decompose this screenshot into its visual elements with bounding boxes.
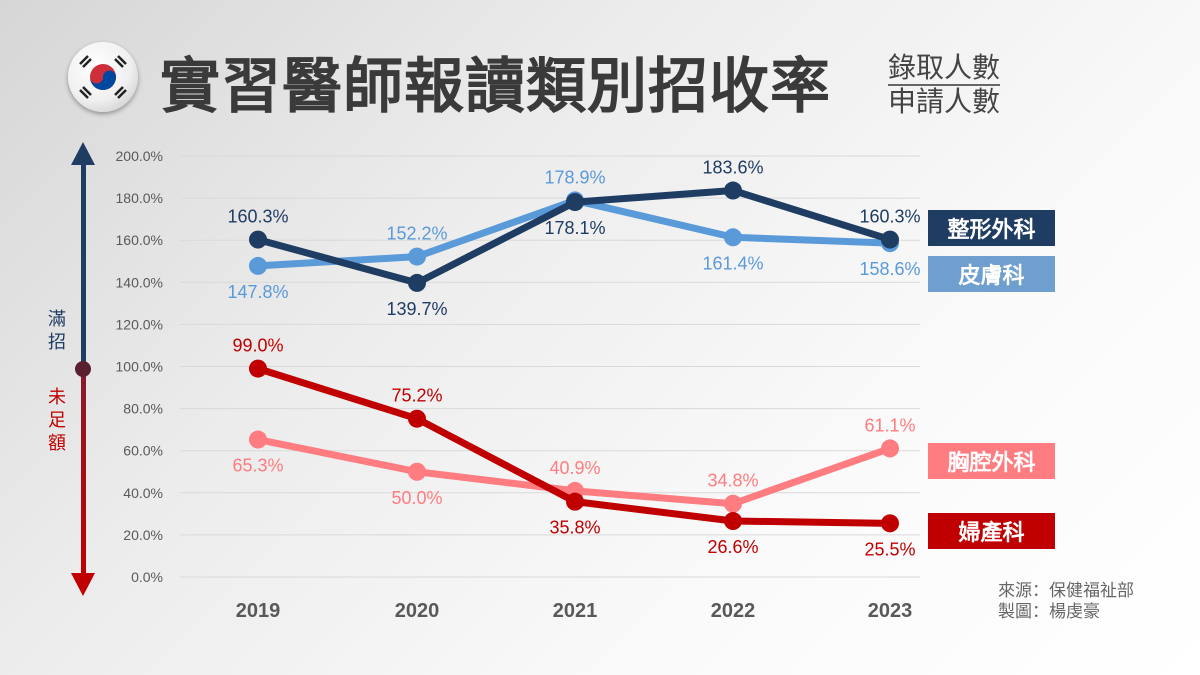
data-point [724, 228, 742, 247]
side-label-underfilled: 未足額 [48, 387, 66, 454]
data-point [566, 193, 584, 212]
y-tick-label: 80.0% [123, 401, 163, 417]
y-tick-label: 100.0% [116, 359, 163, 375]
x-tick-label: 2020 [395, 600, 440, 622]
series-3: 99.0% 75.2% 35.8% 26.6% 25.5% [232, 336, 915, 560]
data-point [408, 409, 426, 428]
data-label: 34.8% [707, 471, 758, 491]
x-tick-label: 2022 [711, 600, 756, 622]
ratio-formula: 錄取人數 申請人數 [888, 51, 1001, 118]
x-tick-label: 2019 [236, 600, 281, 622]
data-point [566, 492, 584, 511]
data-label: 61.1% [864, 415, 915, 435]
ratio-numerator: 錄取人數 [888, 51, 1001, 86]
data-point [881, 230, 899, 249]
data-point [249, 230, 267, 249]
y-tick-label: 140.0% [116, 274, 163, 290]
data-point [881, 439, 899, 458]
data-label: 160.3% [227, 207, 288, 227]
data-label: 160.3% [859, 207, 920, 227]
y-tick-label: 60.0% [123, 443, 163, 459]
legend-plastic-surgery: 整形外科 [928, 210, 1055, 246]
x-tick-label: 2023 [868, 600, 913, 622]
y-tick-label: 0.0% [131, 569, 163, 585]
y-tick-label: 160.0% [116, 232, 163, 248]
source-line: 來源：保健福祉部 [998, 581, 1134, 601]
data-point [408, 273, 426, 292]
data-label: 25.5% [864, 539, 915, 559]
data-label: 178.9% [544, 167, 605, 187]
data-point [724, 512, 742, 531]
ratio-denominator: 申請人數 [888, 85, 1001, 118]
series-0: 160.3% 139.7% 178.1% 183.6% 160.3% [227, 158, 920, 319]
data-label: 99.0% [232, 336, 283, 356]
data-label: 26.6% [707, 537, 758, 557]
data-label: 152.2% [386, 224, 447, 244]
data-label: 75.2% [391, 386, 442, 406]
y-tick-label: 200.0% [116, 148, 163, 164]
data-label: 50.0% [391, 488, 442, 508]
data-point [724, 181, 742, 200]
series-2: 65.3% 50.0% 40.9% 34.8% 61.1% [232, 415, 916, 513]
legend-thoracic-surgery: 胸腔外科 [928, 443, 1055, 479]
data-label: 161.4% [702, 253, 763, 273]
y-tick-label: 180.0% [116, 190, 163, 206]
legend-obstetrics-gynecology: 婦產科 [928, 513, 1055, 549]
vertical-arrow-icon [71, 142, 95, 596]
data-label: 139.7% [386, 299, 447, 319]
side-label-full: 滿招 [48, 309, 66, 353]
data-label: 178.1% [544, 218, 605, 238]
data-point [881, 514, 899, 533]
data-label: 158.6% [859, 259, 920, 279]
y-tick-label: 20.0% [123, 527, 163, 543]
x-tick-label: 2021 [553, 600, 598, 622]
south-korea-flag-icon [68, 42, 138, 112]
data-point [408, 247, 426, 266]
data-label: 65.3% [232, 456, 283, 476]
source-note: 來源：保健福祉部 製圖：楊虔豪 [998, 581, 1134, 623]
data-label: 40.9% [549, 458, 600, 478]
y-tick-label: 40.0% [123, 485, 163, 501]
data-label: 183.6% [702, 158, 763, 178]
y-tick-label: 120.0% [116, 316, 163, 332]
data-point [249, 430, 267, 449]
data-label: 147.8% [227, 282, 288, 302]
data-point [249, 359, 267, 378]
data-point [724, 494, 742, 513]
data-point [249, 256, 267, 275]
author-line: 製圖：楊虔豪 [998, 602, 1100, 622]
data-label: 35.8% [549, 518, 600, 538]
data-point [408, 462, 426, 481]
legend-dermatology: 皮膚科 [928, 256, 1055, 292]
chart-title: 實習醫師報讀類別招收率 [160, 52, 831, 122]
